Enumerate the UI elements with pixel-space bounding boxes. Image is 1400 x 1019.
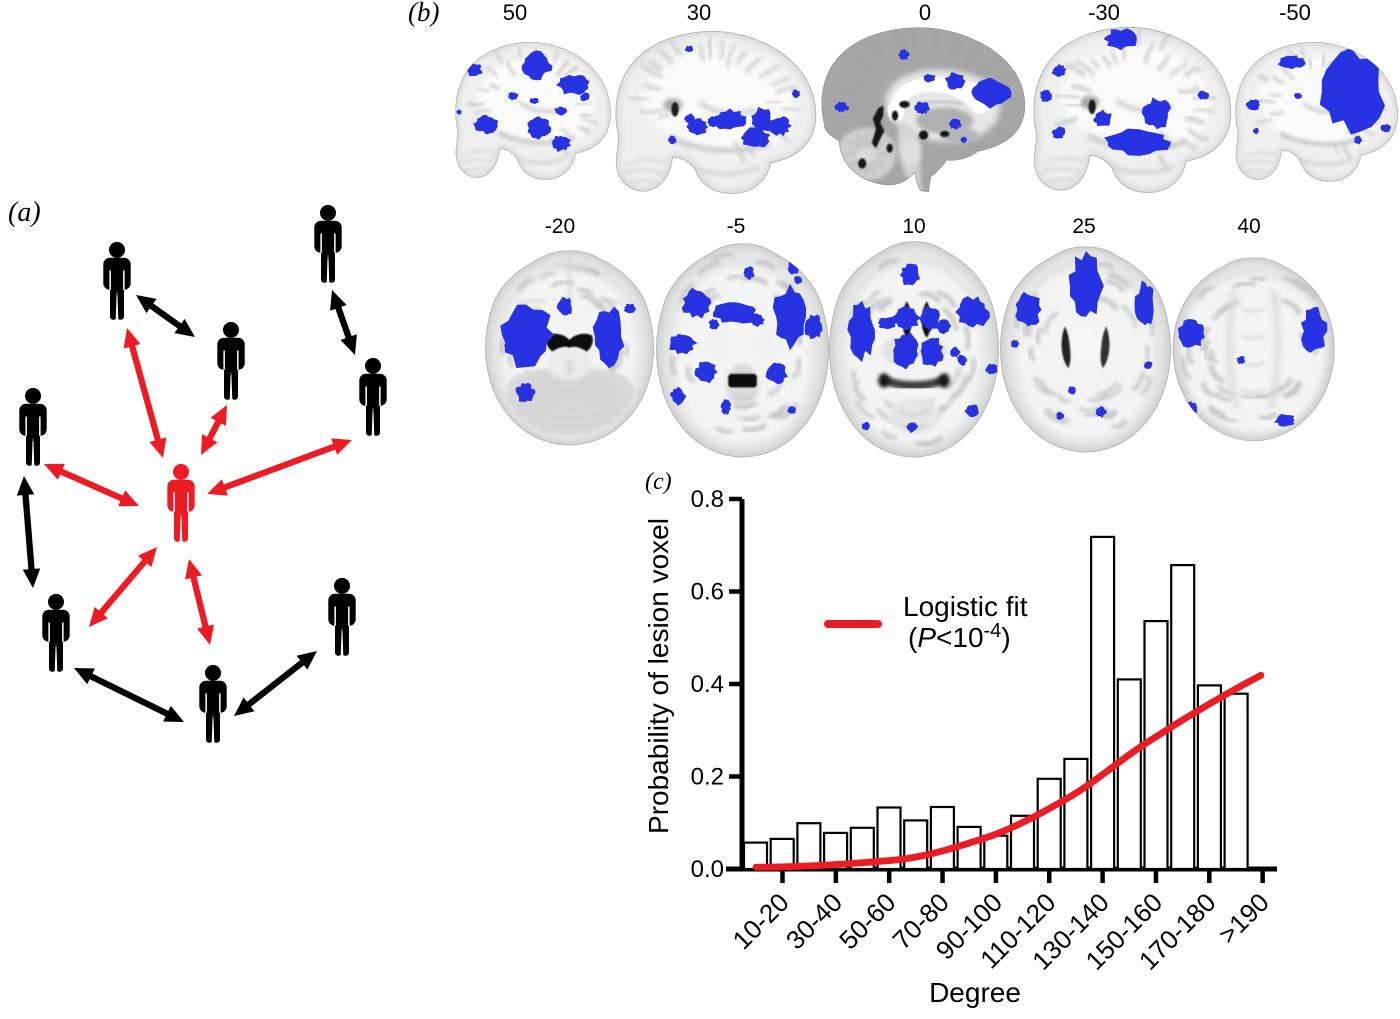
svg-text:(c): (c): [645, 469, 672, 495]
svg-text:(a): (a): [8, 197, 41, 228]
svg-text:Probability of lesion voxel: Probability of lesion voxel: [643, 518, 674, 834]
svg-text:-20: -20: [545, 215, 575, 238]
svg-text:0.4: 0.4: [691, 671, 724, 698]
svg-text:Logistic fit: Logistic fit: [903, 591, 1028, 622]
svg-text:-5: -5: [727, 215, 746, 238]
svg-text:(b): (b): [408, 0, 439, 27]
svg-text:-30: -30: [1088, 0, 1120, 25]
svg-text:0.2: 0.2: [691, 764, 724, 791]
svg-text:0: 0: [919, 0, 931, 25]
svg-text:0.0: 0.0: [691, 856, 724, 883]
svg-text:-50: -50: [1279, 0, 1311, 25]
svg-text:10: 10: [902, 215, 925, 238]
svg-text:30: 30: [687, 0, 711, 25]
svg-text:50: 50: [503, 0, 527, 25]
svg-text:40: 40: [1237, 215, 1260, 238]
svg-text:25: 25: [1072, 215, 1095, 238]
svg-text:Degree: Degree: [929, 977, 1021, 1008]
svg-text:0.8: 0.8: [691, 486, 724, 513]
svg-text:0.6: 0.6: [691, 579, 724, 606]
